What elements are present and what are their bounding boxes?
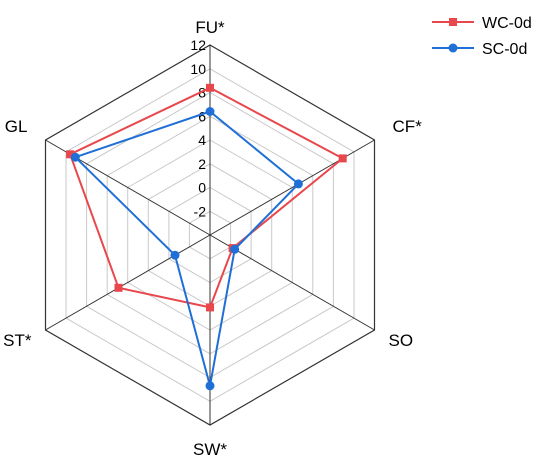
data-point xyxy=(206,303,214,312)
data-point xyxy=(114,283,123,292)
axis-label: GL xyxy=(5,117,28,136)
legend-label: SC-0d xyxy=(482,41,527,58)
legend-marker xyxy=(449,18,457,26)
data-point xyxy=(293,179,303,189)
tick-label: 4 xyxy=(198,132,206,148)
data-point xyxy=(230,244,240,254)
series xyxy=(66,83,347,391)
data-point xyxy=(206,83,214,92)
axis-labels: FU* CF* SO SW* ST* GL xyxy=(3,18,422,459)
tick-label: 0 xyxy=(198,180,206,196)
tick-label: -2 xyxy=(194,203,207,219)
legend-item: SC-0d xyxy=(432,41,527,58)
legend-marker xyxy=(448,43,458,53)
series-sc-0d xyxy=(70,107,303,391)
axis-label: ST* xyxy=(3,331,32,350)
axis-line xyxy=(209,139,375,236)
data-point xyxy=(66,150,75,159)
data-point xyxy=(205,107,215,116)
tick-label: 12 xyxy=(190,37,206,53)
data-point xyxy=(70,152,80,162)
legend-label: WC-0d xyxy=(482,15,532,32)
axis-lines xyxy=(45,45,375,425)
data-point xyxy=(170,250,180,260)
legend-item: WC-0d xyxy=(432,15,532,32)
axis-label: SW* xyxy=(193,440,227,459)
axis-label: SO xyxy=(389,331,414,350)
tick-label: 2 xyxy=(198,156,206,172)
axis-label: FU* xyxy=(195,18,225,37)
data-point xyxy=(338,154,347,163)
series-line xyxy=(69,86,344,309)
axis-line xyxy=(45,234,211,331)
axis-label: CF* xyxy=(393,117,423,136)
data-point xyxy=(205,381,215,391)
legend: WC-0d SC-0d xyxy=(432,15,532,58)
tick-label: 6 xyxy=(198,108,206,124)
tick-label: 10 xyxy=(190,61,206,77)
